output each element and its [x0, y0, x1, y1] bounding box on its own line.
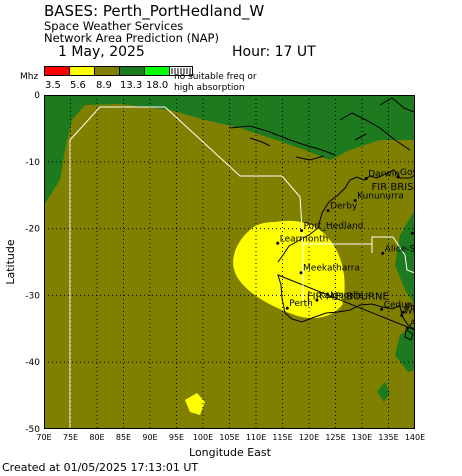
lon-tick-label: 105E [219, 433, 239, 442]
place-marker [401, 310, 405, 314]
legend-label-olive: 8.9 [96, 80, 112, 91]
lat-tick-label: -30 [25, 291, 40, 301]
lon-tick-label: 100E [193, 433, 213, 442]
lon-tick-label: 80E [89, 433, 104, 442]
place-marker [400, 313, 404, 317]
place-marker [364, 177, 368, 180]
lat-tick-label: -10 [25, 158, 40, 168]
lon-tick-label: 115E [272, 433, 292, 442]
australia-coastline [277, 169, 415, 331]
lon-tick-label: 75E [63, 433, 78, 442]
green-region-southeast [395, 325, 415, 372]
lon-tick-label: 95E [169, 433, 184, 442]
place-label: Mt-Isa [414, 224, 441, 234]
place-marker [406, 326, 410, 330]
lat-tick-label: -40 [25, 358, 40, 368]
place-marker [285, 306, 289, 310]
legend-label-red: 3.5 [45, 80, 61, 91]
place-label: Port_Hedland [304, 222, 364, 232]
place-marker [299, 271, 303, 275]
y-axis-label: Latitude [4, 239, 17, 285]
lon-tick-label: 85E [116, 433, 131, 442]
map-olive-background [44, 95, 415, 429]
date-label: 1 May, 2025 [58, 44, 145, 60]
place-marker [380, 307, 384, 311]
green-patch-small [377, 382, 390, 402]
legend-label-yellow: 5.6 [70, 80, 86, 91]
place-label: Adelaide [410, 319, 449, 329]
place-label: Darwin [368, 170, 400, 180]
legend-label-green: 13.3 [120, 80, 143, 91]
legend-swatch-none [169, 66, 193, 76]
legend-none-note: no suitable freq or high absorption [174, 72, 257, 94]
place-marker [300, 229, 304, 233]
yellow-region-small [185, 393, 205, 415]
created-timestamp: Created at 01/05/2025 17:13:01 UT [2, 461, 199, 474]
place-label: Derby [330, 202, 358, 212]
indonesia-coastline [229, 97, 415, 161]
fir-label: FIR MELBOURNE [307, 291, 389, 302]
subtitle-product: Network Area Prediction (NAP) [44, 31, 219, 45]
coastline [229, 97, 415, 341]
place-marker [410, 231, 414, 235]
place-label: Alice-Springs [385, 244, 444, 254]
place-label: Gove [400, 168, 424, 178]
place-label: Port-Augusta [405, 303, 462, 313]
page-title: BASES: Perth_PortHedland_W [44, 2, 265, 20]
place-label: Whyalla [404, 306, 440, 316]
hour-label: Hour: 17 UT [232, 44, 316, 60]
legend-label-bright-green: 18.0 [146, 80, 169, 91]
lon-tick-label: 130E [352, 433, 372, 442]
place-marker [326, 209, 330, 213]
lat-tick-label: -20 [25, 225, 40, 235]
yellow-regions [185, 220, 345, 415]
lat-tick-label: 0 [34, 91, 40, 101]
place-label: Meekatharra [303, 264, 360, 274]
tasmania-coastline [404, 329, 414, 341]
lon-tick-label: 120E [299, 433, 319, 442]
legend-unit: Mhz [20, 72, 39, 82]
green-region-north [44, 95, 415, 205]
fir-boundary-line [69, 106, 415, 429]
legend-note-line-1: no suitable freq or [174, 72, 257, 82]
place-label: Kalgoorlie [319, 291, 364, 301]
yellow-region-main [233, 220, 345, 319]
lon-tick-label: 110E [246, 433, 266, 442]
place-marker [353, 199, 357, 203]
lon-tick-label: 125E [325, 433, 345, 442]
place-marker [381, 251, 385, 255]
legend-note-line-2: high absorption [174, 83, 245, 93]
lon-tick-label: 90E [142, 433, 157, 442]
fir-label: FIR BRISBANE [372, 182, 441, 193]
place-label: Learmonth [280, 234, 329, 244]
place-label: Perth [289, 299, 313, 309]
place-marker [315, 298, 319, 302]
lat-tick-label: -50 [25, 425, 40, 435]
x-axis-label: Longitude East [189, 446, 272, 459]
lon-tick-label: 70E [36, 433, 51, 442]
lon-tick-label: 140E [405, 433, 425, 442]
subtitle-agency: Space Weather Services [44, 19, 184, 33]
place-marker [396, 175, 400, 179]
place-label: Kununurra [357, 192, 404, 202]
lon-tick-label: 135E [378, 433, 398, 442]
place-marker [276, 241, 280, 245]
map-frame [44, 95, 415, 429]
place-label: Ceduna [384, 300, 418, 310]
